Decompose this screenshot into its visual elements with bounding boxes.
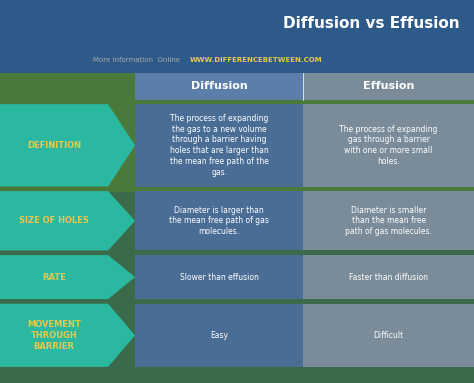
Text: Diameter is larger than
the mean free path of gas
molecules.: Diameter is larger than the mean free pa… [169, 206, 269, 236]
Text: Diffusion: Diffusion [191, 81, 247, 91]
Polygon shape [0, 304, 135, 367]
Bar [0, 50, 474, 192]
Bar [135, 255, 303, 299]
Text: Diffusion vs Effusion: Diffusion vs Effusion [283, 16, 460, 31]
Bar [303, 255, 474, 299]
Polygon shape [0, 104, 135, 187]
Bar [0, 48, 474, 73]
Text: The process of expanding
gas through a barrier
with one or more small
holes.: The process of expanding gas through a b… [339, 125, 438, 166]
Bar [135, 191, 303, 250]
Bar [135, 73, 303, 100]
Bar [303, 104, 474, 187]
Bar [0, 0, 474, 48]
Text: SIZE OF HOLES: SIZE OF HOLES [19, 216, 89, 225]
Bar [135, 304, 303, 367]
Bar [303, 73, 474, 100]
Text: The process of expanding
the gas to a new volume
through a barrier having
holes : The process of expanding the gas to a ne… [170, 114, 269, 177]
Bar [135, 104, 303, 187]
Text: Slower than effusion: Slower than effusion [180, 273, 259, 282]
Polygon shape [0, 191, 135, 250]
Text: MOVEMENT
THROUGH
BARRIER: MOVEMENT THROUGH BARRIER [27, 320, 81, 350]
Text: Difficult: Difficult [374, 331, 404, 340]
Text: Easy: Easy [210, 331, 228, 340]
Text: DEFINITION: DEFINITION [27, 141, 81, 150]
Text: More Information  Online: More Information Online [93, 57, 180, 63]
Text: WWW.DIFFERENCEBETWEEN.COM: WWW.DIFFERENCEBETWEEN.COM [190, 57, 322, 63]
Text: Effusion: Effusion [363, 81, 414, 91]
Text: Faster than diffusion: Faster than diffusion [349, 273, 428, 282]
Bar [303, 191, 474, 250]
Text: Diameter is smaller
than the mean free
path of gas molecules.: Diameter is smaller than the mean free p… [345, 206, 432, 236]
Bar [0, 0, 474, 50]
Bar [303, 304, 474, 367]
Bar [0, 192, 474, 383]
Polygon shape [0, 255, 135, 299]
Text: RATE: RATE [42, 273, 66, 282]
